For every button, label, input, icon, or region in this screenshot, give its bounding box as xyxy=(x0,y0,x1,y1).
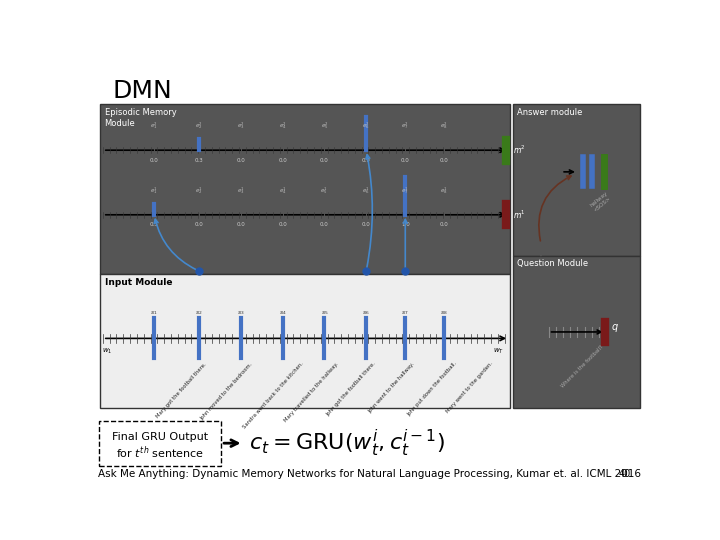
Text: 0.0: 0.0 xyxy=(440,158,449,163)
Text: 0.9: 0.9 xyxy=(362,158,371,163)
Text: Mary got the football there.: Mary got the football there. xyxy=(156,361,207,419)
Text: $e^1_6$: $e^1_6$ xyxy=(362,185,370,196)
Text: $q$: $q$ xyxy=(611,322,619,334)
Text: Answer module: Answer module xyxy=(518,107,582,117)
FancyBboxPatch shape xyxy=(99,421,220,465)
Text: John got the football there.: John got the football there. xyxy=(325,361,377,417)
Text: $e^1_2$: $e^1_2$ xyxy=(195,185,202,196)
Text: $e^1_3$: $e^1_3$ xyxy=(237,185,245,196)
Text: Mary went to the garden.: Mary went to the garden. xyxy=(446,361,494,414)
Text: $w_1$: $w_1$ xyxy=(102,347,112,356)
Text: Mary travelled to the hallway.: Mary travelled to the hallway. xyxy=(284,361,340,423)
Text: $s_4$: $s_4$ xyxy=(279,309,287,317)
Text: for $t^{th}$ sentence: for $t^{th}$ sentence xyxy=(116,444,204,461)
Text: 0.3: 0.3 xyxy=(194,158,203,163)
Text: 0.0: 0.0 xyxy=(236,158,245,163)
Text: $e^2_7$: $e^2_7$ xyxy=(402,120,409,131)
FancyBboxPatch shape xyxy=(100,104,510,274)
Text: Input Module: Input Module xyxy=(104,278,172,287)
Text: 0.0: 0.0 xyxy=(236,222,245,227)
Text: $s_6$: $s_6$ xyxy=(362,309,370,317)
Text: $s_8$: $s_8$ xyxy=(441,309,448,317)
Text: 0.0: 0.0 xyxy=(320,222,329,227)
Text: 0.0: 0.0 xyxy=(362,222,371,227)
Text: 40: 40 xyxy=(619,469,631,478)
Text: DMN: DMN xyxy=(112,79,172,103)
Text: 0.0: 0.0 xyxy=(320,158,329,163)
Text: Where is the football?: Where is the football? xyxy=(559,345,604,389)
Text: 0.0: 0.0 xyxy=(194,222,203,227)
Text: $e^2_6$: $e^2_6$ xyxy=(362,120,370,131)
Text: $w_T$: $w_T$ xyxy=(493,347,505,356)
Text: Episodic Memory: Episodic Memory xyxy=(104,107,176,117)
Text: 0.0: 0.0 xyxy=(150,158,158,163)
Text: John went to the hallway.: John went to the hallway. xyxy=(367,361,415,414)
Text: Question Module: Question Module xyxy=(518,259,588,268)
Text: 0.0: 0.0 xyxy=(401,158,410,163)
Text: 0.0: 0.0 xyxy=(278,222,287,227)
Text: $e^1_1$: $e^1_1$ xyxy=(150,185,158,196)
Text: $e^1_5$: $e^1_5$ xyxy=(320,185,328,196)
Text: John put down the football.: John put down the football. xyxy=(406,361,458,417)
FancyBboxPatch shape xyxy=(513,104,640,256)
Text: 0.3: 0.3 xyxy=(150,222,158,227)
Text: Final GRU Output: Final GRU Output xyxy=(112,432,208,442)
Text: 1.0: 1.0 xyxy=(401,222,410,227)
Text: $s_1$: $s_1$ xyxy=(150,309,158,317)
Text: $s_2$: $s_2$ xyxy=(195,309,202,317)
Text: $e^2_8$: $e^2_8$ xyxy=(441,120,448,131)
Text: $e^2_3$: $e^2_3$ xyxy=(237,120,245,131)
Text: $s_3$: $s_3$ xyxy=(237,309,245,317)
Text: $e^1_8$: $e^1_8$ xyxy=(441,185,448,196)
Text: $e^2_4$: $e^2_4$ xyxy=(279,120,287,131)
FancyBboxPatch shape xyxy=(513,256,640,408)
Text: $e^1_7$: $e^1_7$ xyxy=(402,185,409,196)
FancyBboxPatch shape xyxy=(100,274,510,408)
Text: $c_t = \mathrm{GRU}(w^i_t, c^{i-1}_t)$: $c_t = \mathrm{GRU}(w^i_t, c^{i-1}_t)$ xyxy=(249,428,445,459)
Text: $e^2_5$: $e^2_5$ xyxy=(320,120,328,131)
Text: $m^1$: $m^1$ xyxy=(513,208,526,221)
Text: 0.0: 0.0 xyxy=(440,222,449,227)
Text: Ask Me Anything: Dynamic Memory Networks for Natural Language Processing, Kumar : Ask Me Anything: Dynamic Memory Networks… xyxy=(97,469,641,478)
Text: hallway
<SOS>: hallway <SOS> xyxy=(589,191,612,213)
Text: $s_5$: $s_5$ xyxy=(320,309,328,317)
Text: Module: Module xyxy=(104,119,135,129)
Text: Sandra went back to the kitchen.: Sandra went back to the kitchen. xyxy=(242,361,305,430)
Text: $s_7$: $s_7$ xyxy=(402,309,409,317)
Text: $e^2_2$: $e^2_2$ xyxy=(195,120,202,131)
Text: $m^2$: $m^2$ xyxy=(513,144,526,157)
Text: $e^2_1$: $e^2_1$ xyxy=(150,120,158,131)
Text: 0.0: 0.0 xyxy=(278,158,287,163)
Text: John moved to the bedroom.: John moved to the bedroom. xyxy=(200,361,254,421)
Text: $e^1_4$: $e^1_4$ xyxy=(279,185,287,196)
